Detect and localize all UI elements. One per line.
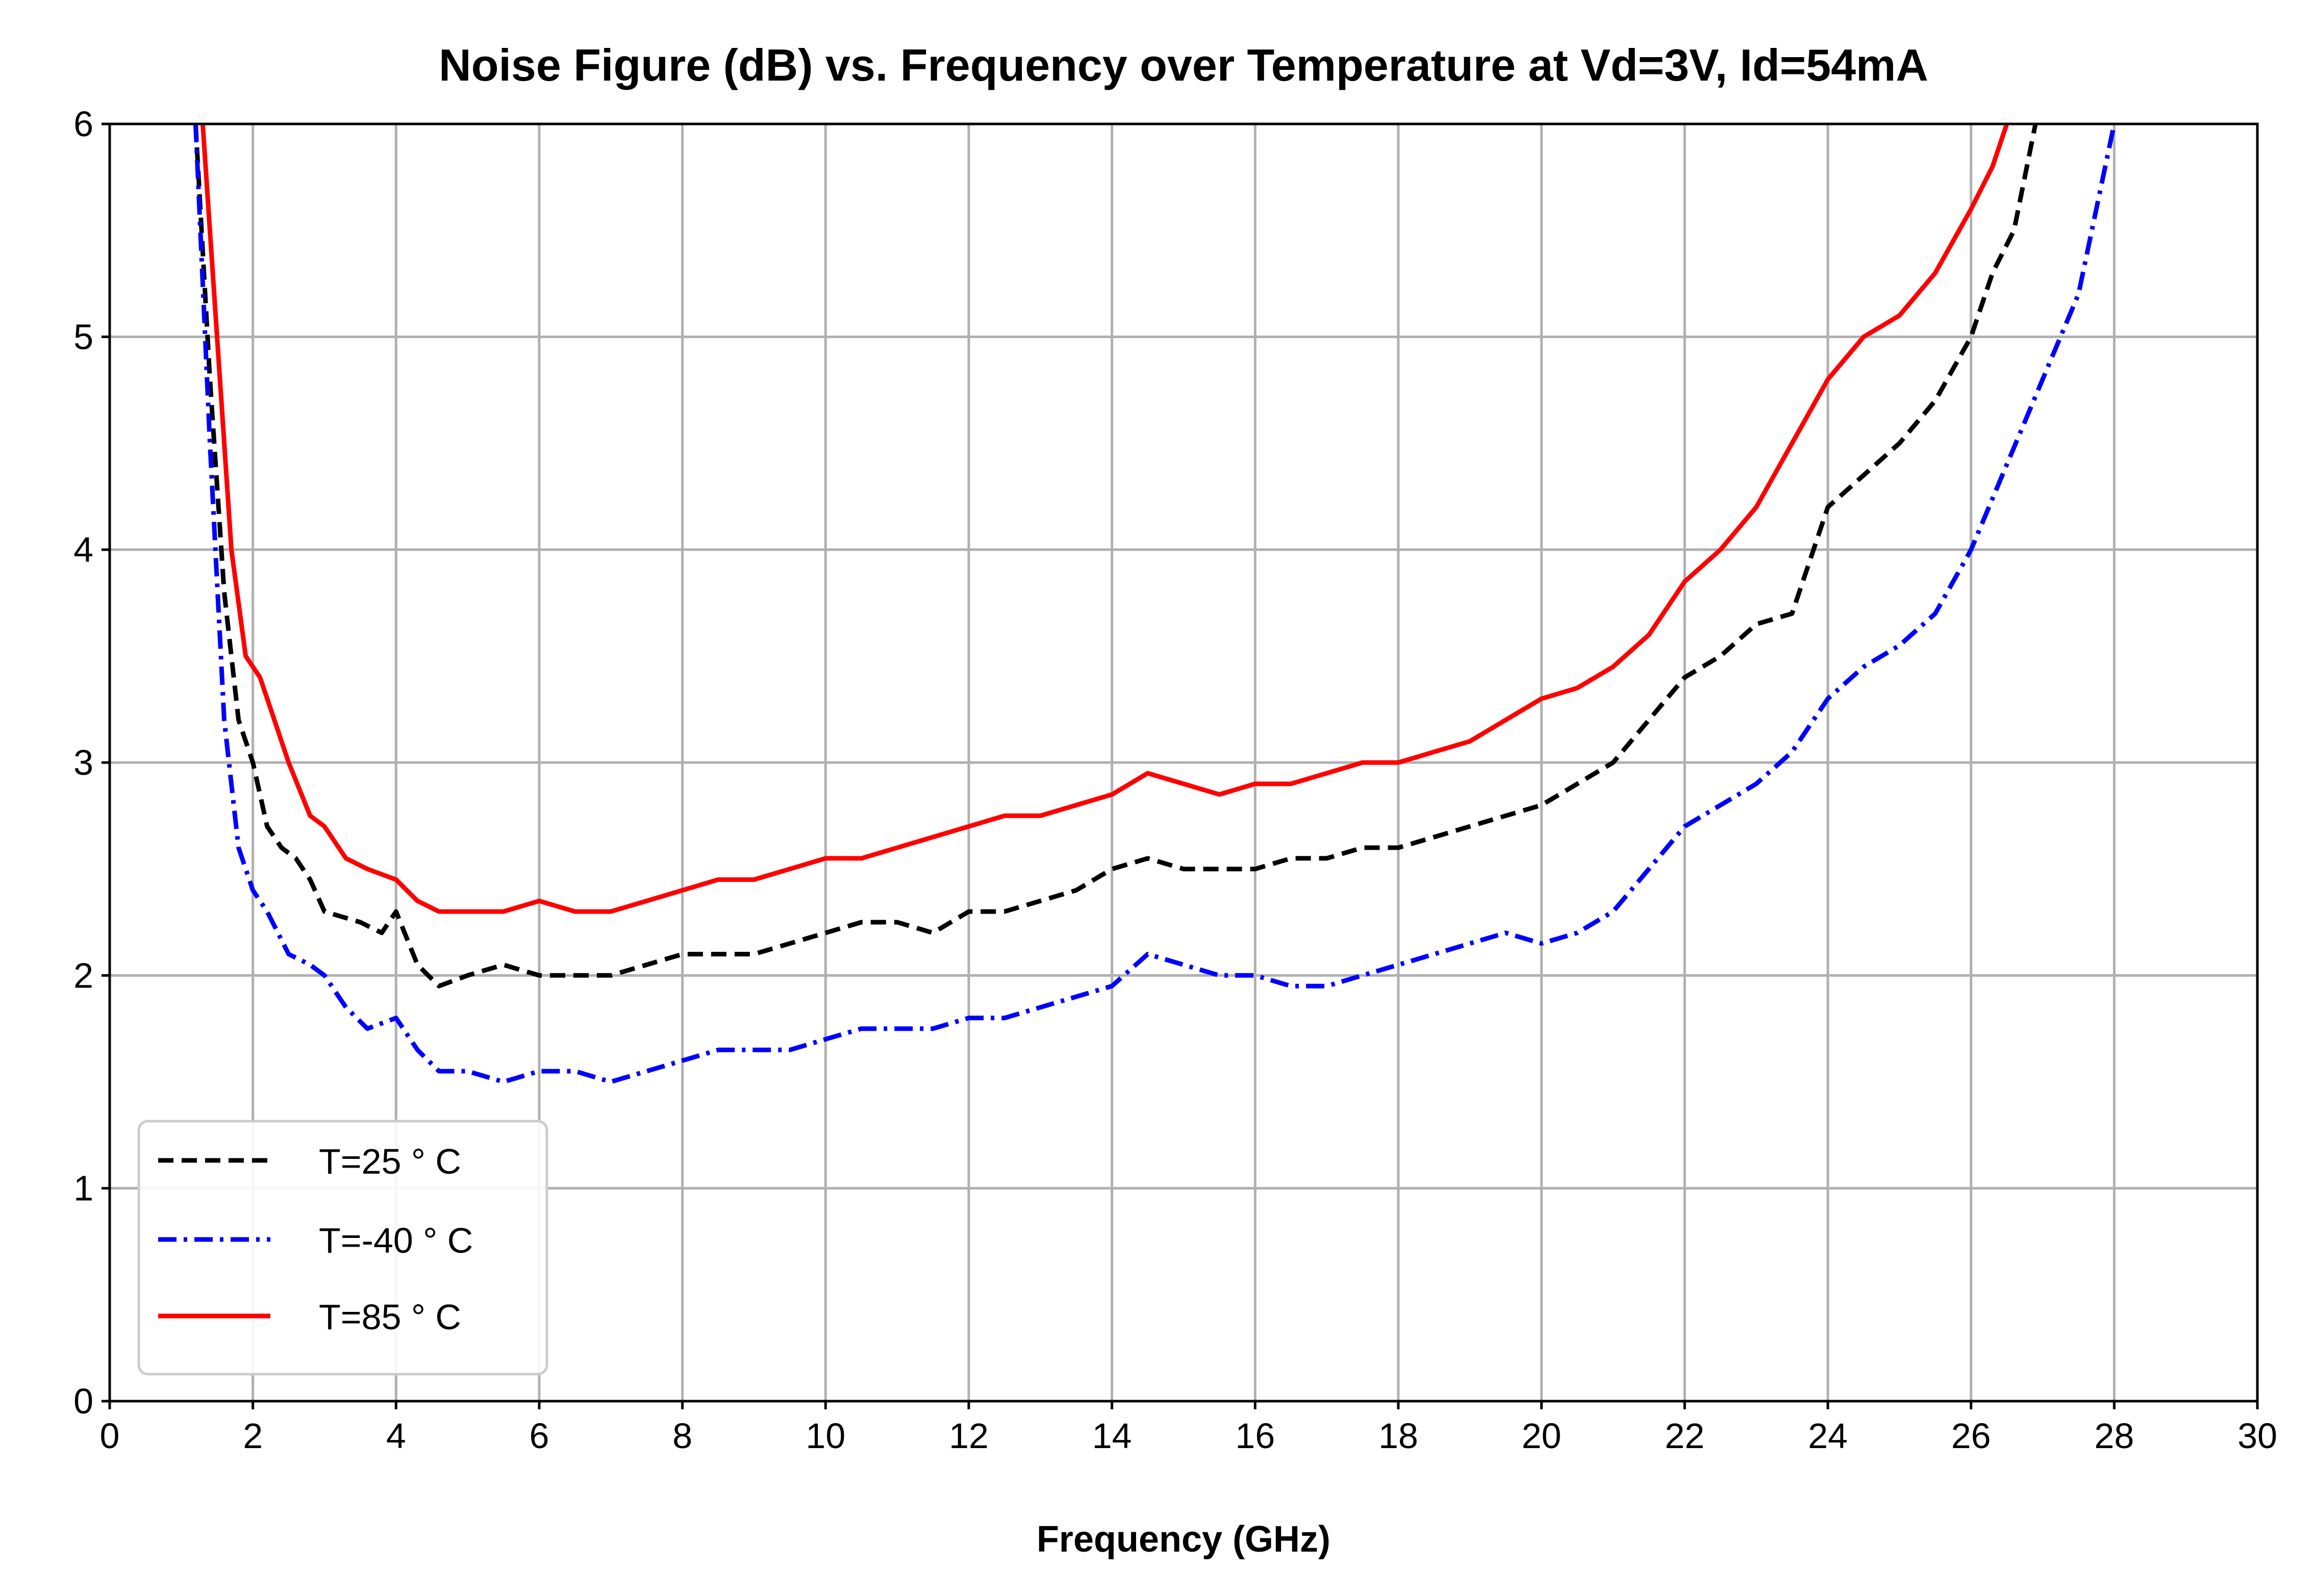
x-tick-label: 8 [672, 1416, 692, 1456]
x-tick-label: 14 [1092, 1416, 1132, 1456]
x-tick-label: 28 [2094, 1416, 2134, 1456]
x-tick-label: 22 [1665, 1416, 1704, 1456]
x-axis-label: Frequency (GHz) [1037, 1519, 1330, 1560]
x-tick-label: 4 [386, 1416, 406, 1456]
y-tick-label: 4 [73, 530, 93, 570]
series-group [193, 124, 2117, 1084]
y-tick-label: 6 [73, 104, 93, 144]
legend: T=25 ° C T=-40 ° C T=85 ° C [137, 1120, 548, 1376]
x-tick-label: 12 [949, 1416, 989, 1456]
x-tick-label: 0 [100, 1416, 120, 1456]
y-tick-label: 5 [73, 317, 93, 357]
x-tick-label: 10 [806, 1416, 845, 1456]
series-line-1 [193, 124, 2117, 1084]
x-tick-label: 26 [1951, 1416, 1991, 1456]
legend-label-2: T=85 ° C [319, 1297, 461, 1337]
x-tick-label: 30 [2237, 1416, 2277, 1456]
x-tick-label: 16 [1235, 1416, 1275, 1456]
series-line-0 [193, 124, 2038, 989]
y-tick-label: 3 [73, 743, 93, 782]
y-tick-label: 0 [73, 1381, 93, 1421]
y-tick-label: 2 [73, 955, 93, 995]
chart-title: Noise Figure (dB) vs. Frequency over Tem… [439, 40, 1928, 90]
y-tick-label: 1 [73, 1169, 93, 1208]
legend-label-1: T=-40 ° C [319, 1221, 473, 1260]
legend-label-0: T=25 ° C [319, 1142, 461, 1181]
x-tick-label: 6 [530, 1416, 549, 1456]
series-line-2 [200, 124, 2009, 914]
x-tick-label: 24 [1808, 1416, 1848, 1456]
legend-box [137, 1120, 548, 1376]
x-tick-label: 18 [1378, 1416, 1418, 1456]
x-tick-label: 2 [243, 1416, 263, 1456]
x-tick-label: 20 [1522, 1416, 1562, 1456]
